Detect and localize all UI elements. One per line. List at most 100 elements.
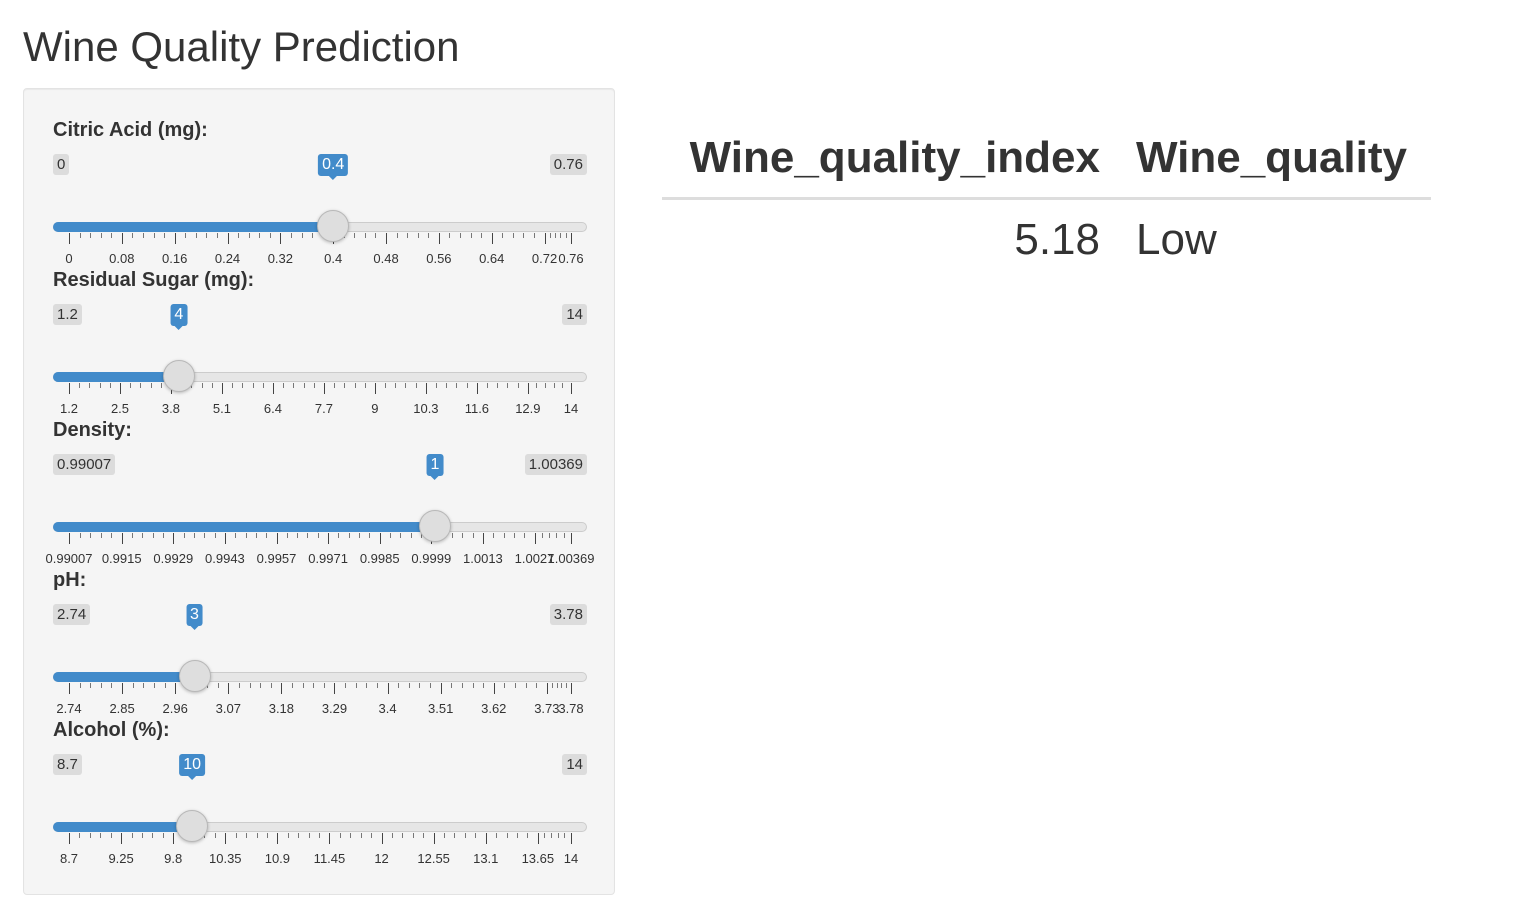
slider-minor-tick <box>525 683 527 688</box>
slider-minor-tick <box>256 833 258 838</box>
slider-minor-tick <box>301 233 303 238</box>
slider-tick-label: 1.00369 <box>547 551 595 566</box>
slider-tick-label: 12.55 <box>417 851 450 866</box>
slider-minor-tick <box>423 833 425 838</box>
slider-minor-tick <box>472 533 474 538</box>
slider-major-tick <box>381 833 383 844</box>
slider-minor-tick <box>238 683 240 688</box>
slider-tick-label: 3.07 <box>215 701 241 716</box>
slider-minor-tick <box>266 833 268 838</box>
slider-minor-tick <box>290 233 292 238</box>
slider-minor-tick <box>286 533 288 538</box>
slider-minor-tick <box>566 683 568 688</box>
slider-tick-label: 3.62 <box>481 701 507 716</box>
slider-minor-tick <box>193 533 195 538</box>
slider-minor-tick <box>111 683 113 688</box>
slider-minor-tick <box>345 683 347 688</box>
slider-tick-label: 3.29 <box>321 701 348 716</box>
slider-minor-tick <box>344 383 346 388</box>
slider-minor-tick <box>487 383 489 388</box>
slider-minor-tick <box>396 233 398 238</box>
slider-tick-label: 10.3 <box>413 401 439 416</box>
slider-minor-tick <box>142 233 144 238</box>
slider-major-tick <box>69 233 70 244</box>
slider-major-tick <box>544 233 546 244</box>
slider-tick-label: 0.48 <box>373 251 399 266</box>
table-row: 5.18 Low <box>662 200 1431 274</box>
slider-tick-label: 3.18 <box>268 701 295 716</box>
slider-tick-label: 1.2 <box>59 401 79 416</box>
slider-minor-tick <box>79 833 81 838</box>
slider-minor-tick <box>359 533 361 538</box>
slider-tick-label: 14 <box>563 401 579 416</box>
slider-minor-tick <box>132 533 134 538</box>
slider-residual-sugar: Residual Sugar (mg): 1.2 14 1.2 2.5 3.8 5.1… <box>24 269 614 416</box>
slider-minor-tick <box>90 683 92 688</box>
slider-minor-tick <box>545 383 547 388</box>
slider-handle[interactable] <box>162 360 195 392</box>
slider-minor-tick <box>417 233 419 238</box>
slider-minor-tick <box>204 533 206 538</box>
slider-minor-tick <box>339 833 341 838</box>
slider-minor-tick <box>364 383 366 388</box>
slider-minor-tick <box>369 533 371 538</box>
slider-major-tick <box>438 233 440 244</box>
slider-major-tick <box>537 833 539 844</box>
slider-minor-tick <box>481 233 483 238</box>
slider-minor-tick <box>564 833 566 838</box>
slider-minor-tick <box>551 833 553 838</box>
slider-minor-tick <box>472 683 474 688</box>
slider-minor-tick <box>292 683 293 688</box>
slider-minor-tick <box>260 683 262 688</box>
slider-minor-tick <box>506 833 508 838</box>
slider-fill <box>53 222 334 232</box>
slider-min-label: 8.7 <box>53 754 82 775</box>
slider-ticks: 2.74 2.85 2.96 3.07 3.18 3.29 3.4 3.51 3.62 3.73 3… <box>24 569 614 716</box>
slider-handle[interactable] <box>178 660 211 692</box>
slider-minor-tick <box>517 383 519 388</box>
slider-minor-tick <box>249 683 251 688</box>
slider-minor-tick <box>456 383 458 388</box>
slider-max-label: 0.76 <box>549 154 587 175</box>
slider-minor-tick <box>436 383 438 388</box>
slider-minor-tick <box>266 533 268 538</box>
slider-minor-tick <box>451 533 453 538</box>
slider-major-tick <box>122 683 124 694</box>
slider-major-tick <box>485 833 487 844</box>
slider-tick-label: 3.8 <box>161 401 181 416</box>
slider-value-bubble: 4 <box>170 304 188 330</box>
slider-handle[interactable] <box>176 810 209 842</box>
slider-tick-label: 14 <box>563 851 579 866</box>
slider-minor-tick <box>444 833 446 838</box>
slider-handle[interactable] <box>418 510 451 542</box>
slider-tick-label: 5.1 <box>212 401 231 416</box>
slider-minor-tick <box>549 533 551 538</box>
slider-minor-tick <box>470 233 472 238</box>
slider-tick-label: 0.56 <box>426 251 452 266</box>
slider-minor-tick <box>201 383 203 388</box>
slider-minor-tick <box>517 833 518 838</box>
slider-minor-tick <box>334 383 336 388</box>
results-table: Wine_quality_index Wine_quality 5.18 Low <box>662 130 1431 274</box>
slider-minor-tick <box>160 383 162 388</box>
slider-minor-tick <box>132 233 134 238</box>
slider-minor-tick <box>235 533 237 538</box>
slider-major-tick <box>121 533 123 544</box>
slider-tick-label: 0.9957 <box>256 551 297 566</box>
slider-minor-tick <box>523 233 525 238</box>
slider-handle[interactable] <box>317 210 350 242</box>
slider-minor-tick <box>153 233 155 238</box>
slider-minor-tick <box>504 683 506 688</box>
slider-minor-tick <box>400 533 402 538</box>
slider-minor-tick <box>245 533 247 538</box>
slider-minor-tick <box>109 383 111 388</box>
slider-minor-tick <box>366 683 368 688</box>
slider-minor-tick <box>405 383 407 388</box>
slider-tick-label: 9 <box>371 401 379 416</box>
slider-minor-tick <box>415 383 417 388</box>
slider-major-tick <box>527 383 529 394</box>
slider-minor-tick <box>460 233 462 238</box>
slider-minor-tick <box>89 833 91 838</box>
results-header-row: Wine_quality_index Wine_quality <box>662 130 1431 200</box>
column-header-quality: Wine_quality <box>1136 133 1407 182</box>
